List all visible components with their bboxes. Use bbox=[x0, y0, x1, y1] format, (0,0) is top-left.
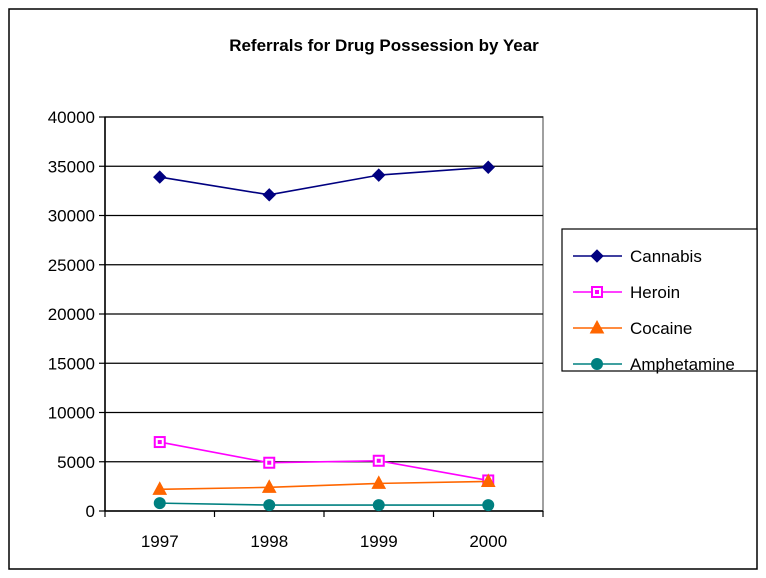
data-point-heroin-inner bbox=[157, 440, 162, 445]
legend-label-cannabis: Cannabis bbox=[630, 247, 702, 266]
data-point-cocaine bbox=[261, 479, 277, 493]
data-point-amphetamine bbox=[153, 497, 166, 510]
legend-label-heroin: Heroin bbox=[630, 283, 680, 302]
data-point-cocaine bbox=[152, 481, 168, 495]
legend-label-cocaine: Cocaine bbox=[630, 319, 692, 338]
data-point-heroin-inner bbox=[267, 460, 272, 465]
data-point-heroin-inner bbox=[376, 458, 381, 463]
y-tick-label: 10000 bbox=[48, 404, 95, 423]
data-point-cannabis bbox=[372, 168, 386, 182]
x-tick-label: 1999 bbox=[360, 532, 398, 551]
y-tick-label: 35000 bbox=[48, 157, 95, 176]
x-tick-label: 2000 bbox=[469, 532, 507, 551]
x-tick-label: 1998 bbox=[250, 532, 288, 551]
data-point-cannabis bbox=[481, 160, 495, 174]
legend-marker-cocaine bbox=[589, 319, 605, 334]
y-tick-label: 40000 bbox=[48, 108, 95, 127]
legend-label-amphetamine: Amphetamine bbox=[630, 355, 735, 374]
series-line-heroin bbox=[159, 441, 489, 482]
x-tick-label: 1997 bbox=[141, 532, 179, 551]
series-line-cannabis bbox=[159, 166, 489, 196]
data-point-cannabis bbox=[262, 188, 276, 202]
legend-marker-heroin-inner bbox=[595, 290, 599, 294]
legend-marker-amphetamine bbox=[591, 358, 603, 370]
y-tick-label: 5000 bbox=[57, 453, 95, 472]
data-point-cocaine bbox=[480, 473, 496, 487]
y-tick-label: 30000 bbox=[48, 207, 95, 226]
y-tick-label: 25000 bbox=[48, 256, 95, 275]
data-point-amphetamine bbox=[263, 499, 276, 512]
axes: 0 5000 10000 15000 20000 25000 30000 35000 40000… bbox=[48, 108, 544, 551]
series-lines bbox=[152, 160, 496, 512]
y-tick-label: 0 bbox=[86, 502, 95, 521]
y-tick-label: 15000 bbox=[48, 354, 95, 373]
data-point-amphetamine bbox=[482, 499, 495, 512]
legend: Cannabis Heroin Cocaine Amphetamine bbox=[561, 228, 758, 374]
legend-marker-cannabis bbox=[590, 249, 604, 263]
y-tick-label: 20000 bbox=[48, 305, 95, 324]
chart-title: Referrals for Drug Possession by Year bbox=[229, 36, 539, 55]
series-line-cocaine bbox=[159, 480, 489, 491]
data-point-amphetamine bbox=[372, 499, 385, 512]
data-point-cannabis bbox=[153, 170, 167, 184]
gridlines bbox=[105, 116, 543, 463]
series-line-amphetamine bbox=[159, 502, 489, 506]
data-point-cocaine bbox=[371, 475, 387, 489]
